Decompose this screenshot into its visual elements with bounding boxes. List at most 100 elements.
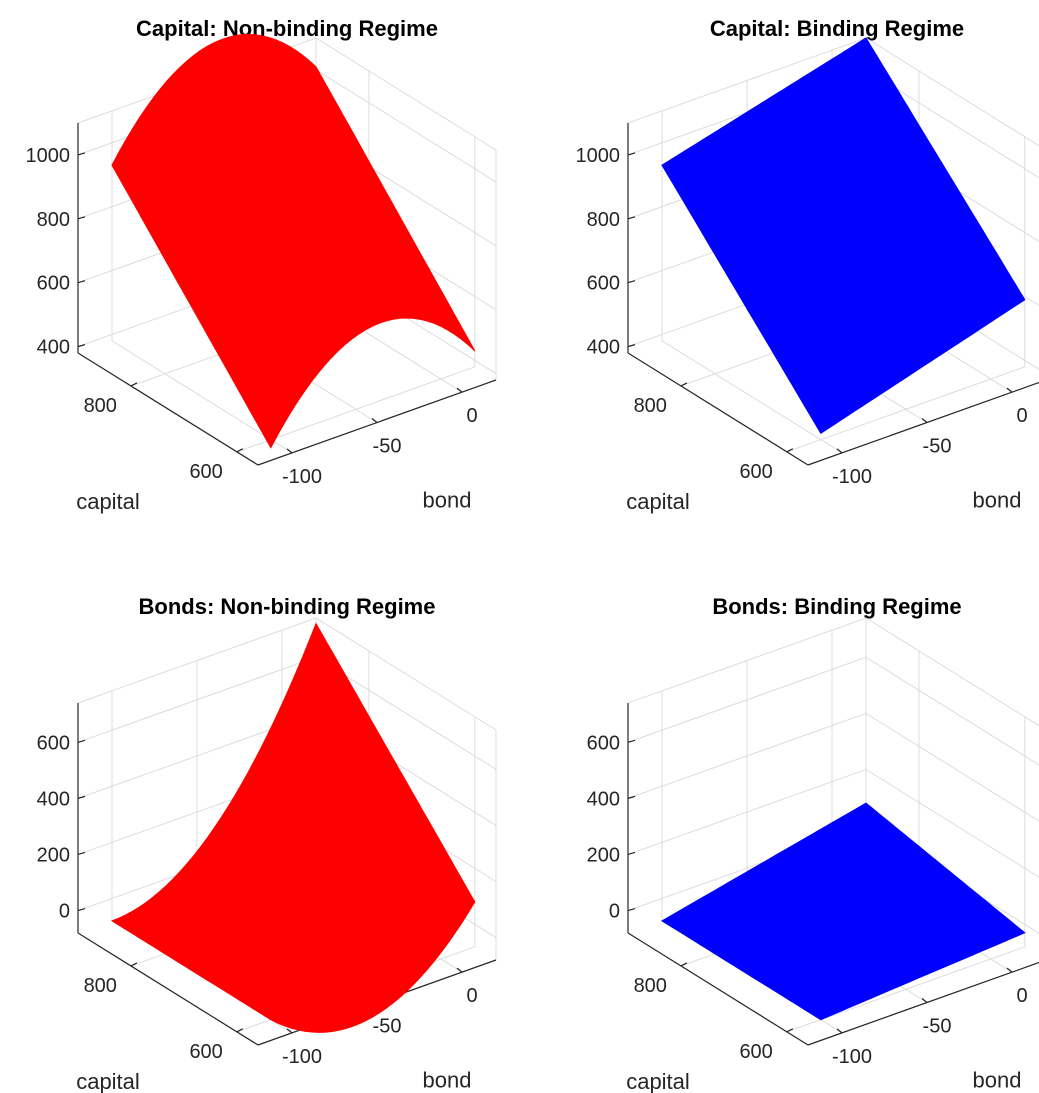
bond-tick (371, 418, 378, 423)
bond-tick (921, 998, 928, 1003)
chart-title: Bonds: Binding Regime (712, 594, 961, 619)
z-tick-label: 200 (587, 844, 620, 866)
bond-tick-label: -50 (923, 436, 952, 458)
bond-axis-label: bond (973, 1068, 1022, 1093)
capital-tick (786, 1028, 794, 1033)
z-tick (77, 344, 86, 348)
grid-line (111, 340, 293, 454)
grid-line (627, 656, 1039, 766)
capital-tick-label: 600 (739, 461, 772, 483)
capital-axis-label: capital (76, 489, 140, 514)
z-tick (627, 795, 636, 799)
bond-axis-label: bond (973, 488, 1022, 513)
panel-bonds-binding: Bonds: Binding Regime 0 200 400 600 600 800 -1… (587, 594, 1039, 1093)
z-tick-label: 0 (609, 901, 620, 923)
bond-tick (836, 448, 843, 454)
bond-tick-label: 0 (466, 405, 477, 427)
panel-bonds-nonbinding: Bonds: Non-binding Regime 0 200 400 600 600 8… (37, 594, 497, 1093)
z-tick-label: 1000 (26, 145, 71, 167)
bond-tick-label: -100 (282, 1046, 322, 1068)
panel-capital-binding: Capital: Binding Regime 400 600 800 1000 600… (576, 16, 1039, 514)
z-tick-label: 400 (587, 337, 620, 359)
z-tick (627, 739, 636, 743)
z-tick (77, 280, 86, 284)
bond-tick-label: -100 (832, 466, 872, 488)
grid-line (627, 617, 1039, 727)
capital-tick (680, 962, 688, 967)
capital-axis-label: capital (626, 1069, 690, 1093)
z-tick (77, 851, 86, 856)
capital-axis (77, 932, 259, 1046)
capital-tick (236, 448, 244, 453)
capital-tick (130, 382, 138, 387)
capital-axis-label: capital (626, 489, 690, 514)
bond-tick (921, 418, 928, 423)
bond-tick-label: -50 (923, 1016, 952, 1038)
capital-tick-label: 800 (634, 395, 667, 417)
z-tick (627, 851, 636, 856)
axes: 400 600 800 1000 600 800 -100 -50 0 capital bond (26, 123, 497, 514)
capital-tick-label: 800 (84, 975, 117, 997)
capital-axis (77, 352, 259, 466)
axes: 0 200 400 600 600 800 -100 -50 0 capital bond (37, 703, 497, 1093)
surface (110, 622, 476, 1033)
bond-tick-label: 0 (1016, 405, 1027, 427)
z-tick-label: 400 (37, 788, 70, 810)
z-tick-label: 800 (37, 209, 70, 231)
axes: 400 600 800 1000 600 800 -100 -50 0 capital bond (576, 123, 1039, 514)
z-tick-label: 600 (587, 732, 620, 754)
z-tick (627, 344, 636, 348)
axes: 0 200 400 600 600 800 -100 -50 0 capital bond (587, 703, 1039, 1093)
capital-tick-label: 600 (189, 1041, 222, 1063)
panel-capital-nonbinding: Capital: Non-binding Regime 400 600 800 100… (26, 16, 497, 514)
capital-axis (627, 352, 809, 466)
chart-title: Capital: Non-binding Regime (136, 16, 438, 41)
chart-title: Capital: Binding Regime (710, 16, 964, 41)
capital-tick-label: 800 (634, 975, 667, 997)
bond-tick (1006, 387, 1013, 393)
surface (661, 802, 1026, 1021)
z-tick (77, 907, 86, 912)
bond-tick (286, 1028, 293, 1034)
capital-tick-label: 600 (739, 1041, 772, 1063)
bond-tick-label: -100 (282, 466, 322, 488)
z-tick-label: 0 (59, 901, 70, 923)
bond-tick (286, 448, 293, 454)
capital-tick (786, 448, 794, 453)
z-tick-label: 600 (37, 732, 70, 754)
z-tick (77, 739, 86, 743)
z-tick (627, 152, 636, 156)
z-tick (77, 152, 86, 156)
z-tick (627, 907, 636, 912)
z-tick (627, 216, 636, 220)
z-tick-label: 1000 (576, 145, 621, 167)
bond-tick (456, 387, 463, 393)
z-tick (77, 795, 86, 799)
bond-tick-label: 0 (466, 985, 477, 1007)
grid-line (786, 366, 1025, 453)
capital-tick (130, 962, 138, 967)
z-tick-label: 600 (587, 273, 620, 295)
bond-tick (836, 1028, 843, 1034)
bond-tick (1006, 967, 1013, 973)
z-tick-label: 200 (37, 844, 70, 866)
z-tick-label: 600 (37, 273, 70, 295)
capital-tick-label: 600 (189, 461, 222, 483)
bond-tick-label: -100 (832, 1046, 872, 1068)
capital-axis (627, 932, 809, 1046)
capital-tick (236, 1028, 244, 1033)
grid-line (627, 712, 1039, 822)
grid-line (661, 340, 843, 454)
z-tick (627, 280, 636, 284)
z-tick-label: 800 (587, 209, 620, 231)
z-tick-label: 400 (37, 337, 70, 359)
chart-title: Bonds: Non-binding Regime (139, 594, 436, 619)
bond-axis-label: bond (423, 488, 472, 513)
bond-tick-label: -50 (373, 1016, 402, 1038)
bond-tick (456, 967, 463, 973)
surface (661, 37, 1026, 435)
capital-tick-label: 800 (84, 395, 117, 417)
z-tick-label: 400 (587, 788, 620, 810)
capital-axis-label: capital (76, 1069, 140, 1093)
